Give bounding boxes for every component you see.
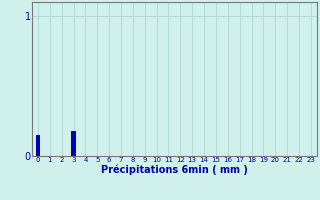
- Bar: [71, 131, 76, 156]
- Bar: [36, 135, 40, 156]
- X-axis label: Précipitations 6min ( mm ): Précipitations 6min ( mm ): [101, 165, 248, 175]
